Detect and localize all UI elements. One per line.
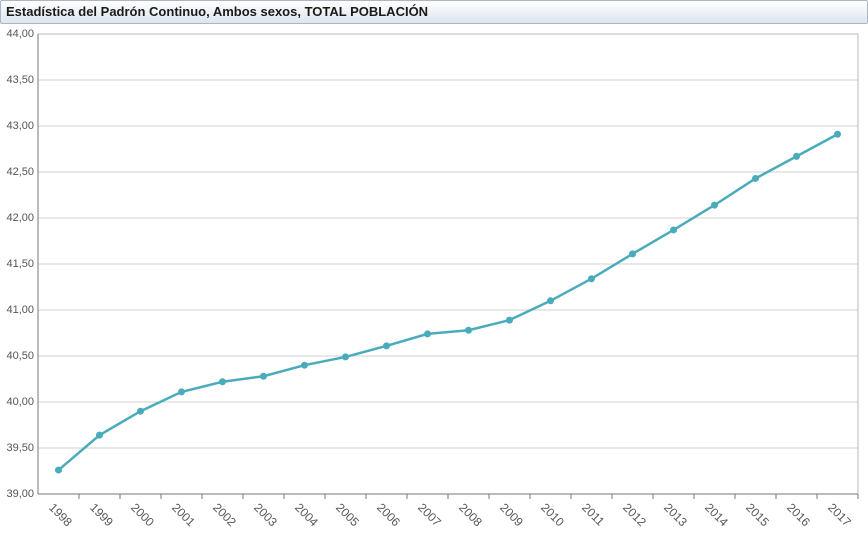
data-point xyxy=(834,130,841,138)
data-point xyxy=(670,226,677,234)
x-tick-label: 2008 xyxy=(456,500,485,529)
data-point xyxy=(506,316,513,324)
y-tick-label: 43,00 xyxy=(6,120,34,132)
data-point xyxy=(547,297,554,305)
x-tick-label: 2011 xyxy=(579,500,607,528)
x-tick-label: 2017 xyxy=(825,500,854,529)
data-point xyxy=(629,250,636,258)
x-tick-label: 1999 xyxy=(87,500,116,529)
x-tick-label: 2012 xyxy=(620,500,649,529)
x-tick-label: 2006 xyxy=(374,500,403,529)
data-point xyxy=(588,275,595,283)
data-point xyxy=(383,342,390,350)
x-tick-label: 2003 xyxy=(251,500,280,529)
y-tick-label: 42,50 xyxy=(6,166,34,178)
x-tick-label: 2000 xyxy=(128,500,157,529)
data-point xyxy=(465,326,472,334)
x-tick-label: 2016 xyxy=(784,500,813,529)
y-tick-label: 39,00 xyxy=(6,488,34,500)
series-line xyxy=(57,133,839,472)
y-tick-label: 44,00 xyxy=(6,28,34,40)
y-tick-label: 43,50 xyxy=(6,74,34,86)
header-bar: Estadística del Padrón Continuo, Ambos s… xyxy=(0,0,868,24)
x-tick-label: 2005 xyxy=(333,500,362,529)
y-tick-label: 39,50 xyxy=(6,442,34,454)
data-point xyxy=(178,388,185,396)
x-tick-label: 2014 xyxy=(702,500,731,529)
y-tick-label: 42,00 xyxy=(6,212,34,224)
data-point xyxy=(301,361,308,369)
data-point xyxy=(55,466,62,474)
data-point xyxy=(137,407,144,415)
data-point xyxy=(711,201,718,209)
x-tick-label: 2010 xyxy=(538,500,567,529)
data-point xyxy=(219,378,226,386)
x-tick-label: 2007 xyxy=(415,500,444,529)
y-tick-label: 41,00 xyxy=(6,304,34,316)
data-point xyxy=(793,152,800,160)
x-tick-label: 2001 xyxy=(169,500,198,529)
x-tick-label: 1998 xyxy=(46,500,75,529)
x-tick-label: 2013 xyxy=(661,500,690,529)
data-point xyxy=(342,353,349,361)
x-tick-label: 2002 xyxy=(210,500,239,529)
y-tick-label: 40,50 xyxy=(6,350,34,362)
chart-title: Estadística del Padrón Continuo, Ambos s… xyxy=(6,4,429,19)
data-point xyxy=(424,330,431,338)
x-tick-label: 2004 xyxy=(292,500,321,529)
data-point xyxy=(260,372,267,380)
x-tick-label: 2009 xyxy=(497,500,526,529)
y-tick-label: 41,50 xyxy=(6,258,34,270)
y-tick-label: 40,00 xyxy=(6,396,34,408)
data-point xyxy=(752,174,759,182)
data-point xyxy=(96,431,103,439)
x-tick-label: 2015 xyxy=(743,500,772,529)
